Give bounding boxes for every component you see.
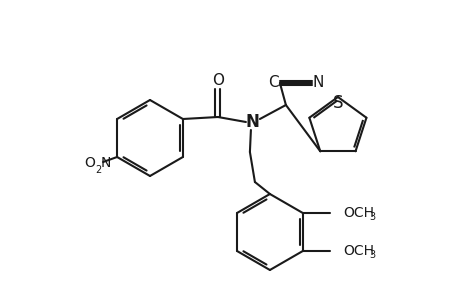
Text: OCH: OCH — [342, 244, 373, 258]
Text: N: N — [246, 113, 259, 131]
Text: N: N — [312, 74, 323, 89]
Text: C: C — [268, 74, 279, 89]
Text: O: O — [84, 156, 95, 170]
Text: N: N — [101, 156, 111, 170]
Text: O: O — [212, 73, 224, 88]
Text: 3: 3 — [369, 212, 375, 222]
Text: 2: 2 — [95, 165, 101, 175]
Text: 3: 3 — [369, 250, 375, 260]
Text: OCH: OCH — [342, 206, 373, 220]
Text: S: S — [332, 94, 342, 112]
